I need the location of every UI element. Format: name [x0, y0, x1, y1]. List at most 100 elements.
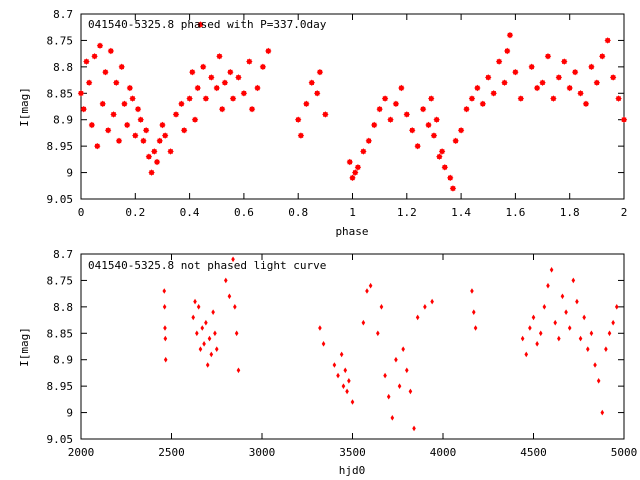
x-tick-label: 0.6 [234, 206, 254, 219]
data-point [386, 393, 391, 400]
data-point [96, 42, 104, 49]
data-point [343, 367, 348, 374]
x-tick-label: 1.6 [505, 206, 525, 219]
data-point [121, 100, 128, 108]
x-tick-label: 0.4 [180, 206, 200, 219]
data-point [229, 95, 237, 102]
data-point [227, 68, 234, 76]
data-point [137, 116, 144, 123]
x-tick-label: 1.8 [560, 206, 580, 219]
data-point [376, 330, 380, 337]
y-tick-label: 8.9 [53, 354, 73, 367]
data-point [151, 148, 158, 155]
data-point [234, 330, 239, 337]
y-tick-label: 8.8 [53, 61, 73, 74]
data-point [347, 378, 351, 384]
data-point [156, 137, 163, 145]
data-point [297, 132, 305, 139]
data-point [259, 63, 267, 71]
data-point [346, 158, 353, 166]
data-point [113, 79, 120, 86]
data-point [566, 84, 573, 92]
data-point [485, 74, 492, 81]
data-point [365, 288, 369, 294]
data-point [365, 137, 372, 145]
data-point [198, 346, 203, 352]
data-point [199, 63, 207, 71]
x-tick-label: 2500 [158, 446, 185, 459]
data-point [145, 153, 153, 160]
data-point [615, 95, 622, 102]
data-point [528, 325, 532, 331]
data-point [159, 121, 166, 129]
data-point [336, 372, 340, 379]
y-tick-label: 9.05 [47, 433, 74, 446]
data-point [538, 330, 543, 337]
data-point [205, 362, 210, 368]
data-point [197, 21, 204, 28]
data-point [360, 148, 367, 155]
data-point [604, 37, 611, 44]
data-point [452, 137, 459, 145]
data-point [265, 47, 272, 55]
data-point [438, 148, 446, 155]
x-tick-label: 5000 [611, 446, 638, 459]
data-point [318, 325, 322, 331]
data-point [341, 383, 346, 389]
data-point [132, 132, 139, 139]
data-point [394, 356, 398, 363]
data-point [88, 121, 96, 129]
data-point [520, 335, 525, 342]
data-point [231, 256, 235, 263]
y-axis: 8.7 8.75 8.8 8.85 8.9 8.95 9 9.05 [47, 248, 624, 446]
data-point [209, 351, 214, 358]
y-axis-label: I[mag] [18, 87, 31, 127]
data-point [167, 148, 174, 155]
data-points [77, 21, 628, 192]
data-point [191, 116, 199, 123]
data-point [207, 335, 212, 342]
data-point [295, 116, 302, 123]
data-point [83, 58, 90, 65]
data-point [495, 58, 503, 65]
data-point [539, 79, 546, 86]
data-point [99, 100, 106, 108]
data-point [381, 95, 389, 102]
unphased-light-curve-chart: 8.7 8.75 8.8 8.85 8.9 8.95 9 9.05 2000 2500 3000 3… [18, 248, 637, 477]
data-point [479, 100, 487, 108]
y-tick-label: 8.85 [47, 87, 74, 100]
data-point [589, 330, 594, 337]
data-point [303, 100, 310, 108]
data-point [379, 304, 384, 310]
x-tick-label: 1 [349, 206, 356, 219]
data-point [588, 63, 595, 71]
y-axis-label: I[mag] [18, 327, 31, 367]
data-point [134, 105, 142, 113]
data-point [403, 111, 410, 118]
data-point [414, 142, 421, 150]
data-point [433, 116, 440, 123]
x-tick-label: 1.2 [397, 206, 417, 219]
data-point [322, 111, 329, 118]
x-tick-label: 4500 [520, 446, 547, 459]
data-point [550, 95, 557, 102]
data-point [600, 409, 605, 416]
data-point [415, 314, 420, 321]
data-point [436, 153, 443, 160]
x-tick-label: 3000 [249, 446, 276, 459]
data-point [224, 277, 228, 284]
data-point [390, 415, 395, 421]
data-point [474, 84, 481, 92]
data-point [468, 95, 476, 102]
data-point [161, 132, 169, 139]
data-point [620, 116, 628, 123]
data-point [235, 74, 242, 81]
data-point [308, 79, 315, 86]
data-point [549, 267, 554, 273]
data-point [123, 121, 131, 129]
x-tick-label: 1.4 [451, 206, 471, 219]
plot-frame [80, 13, 625, 200]
data-point [162, 288, 167, 294]
data-point [409, 127, 416, 134]
data-point [80, 105, 87, 113]
